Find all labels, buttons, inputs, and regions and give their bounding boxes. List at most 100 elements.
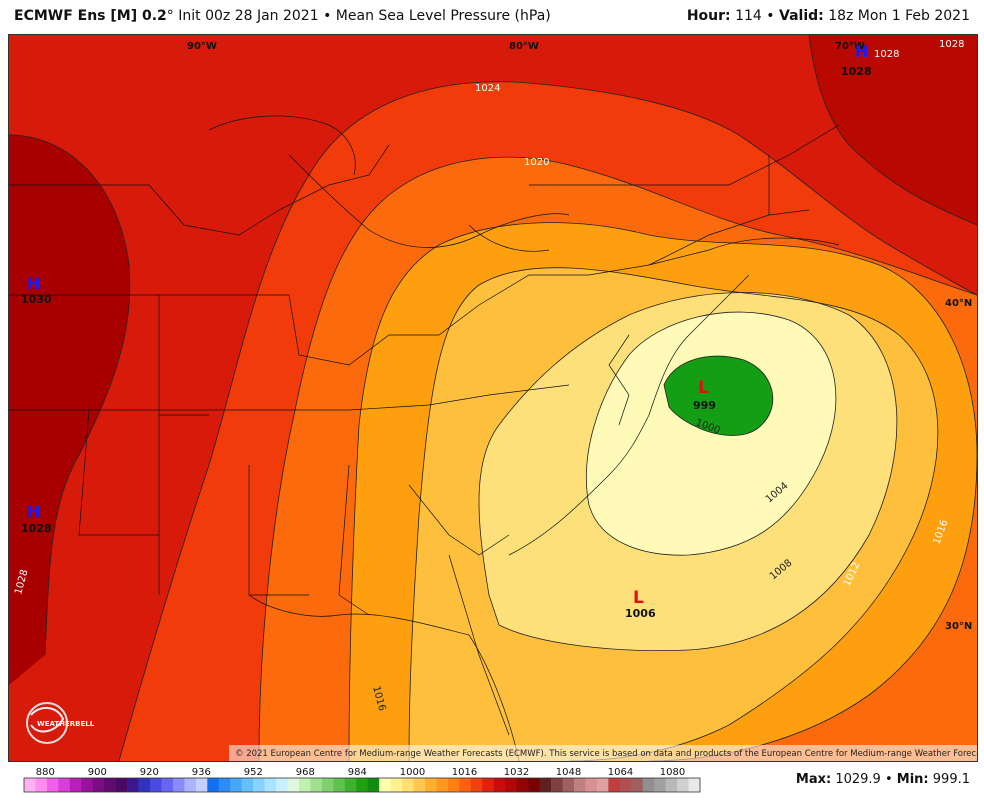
colorbar-swatch bbox=[184, 778, 197, 792]
colorbar-label: 880 bbox=[36, 767, 55, 778]
colorbar-swatch bbox=[493, 778, 506, 792]
header-bar: ECMWF Ens [M] 0.2° Init 00z 28 Jan 2021 … bbox=[0, 0, 984, 34]
colorbar-label: 1000 bbox=[400, 767, 425, 778]
band-gt1028-ne bbox=[809, 35, 977, 225]
colorbar-swatch bbox=[608, 778, 621, 792]
colorbar-swatch bbox=[459, 778, 472, 792]
colorbar-swatch bbox=[642, 778, 655, 792]
field-name: Mean Sea Level Pressure (hPa) bbox=[335, 8, 551, 24]
colorbar-swatch bbox=[619, 778, 632, 792]
logo-swirl-icon bbox=[26, 702, 68, 744]
colorbar-swatch bbox=[264, 778, 277, 792]
colorbar-label: 900 bbox=[88, 767, 107, 778]
colorbar-label: 920 bbox=[140, 767, 159, 778]
band-1000-1004 bbox=[586, 312, 836, 556]
colorbar-swatch bbox=[333, 778, 346, 792]
colorbar-swatch bbox=[367, 778, 380, 792]
colorbar-swatch bbox=[92, 778, 105, 792]
hour-value: 114 bbox=[735, 8, 762, 24]
colorbar-swatch bbox=[104, 778, 116, 792]
colorbar-swatch bbox=[551, 778, 563, 792]
colorbar-swatch bbox=[390, 778, 403, 792]
colorbar-swatch bbox=[631, 778, 644, 792]
geographic-borders bbox=[9, 115, 840, 761]
low-pressure-value: 1006 bbox=[625, 607, 656, 620]
colorbar-swatch bbox=[539, 778, 552, 792]
colorbar-swatch bbox=[596, 778, 609, 792]
colorbar-swatch bbox=[58, 778, 71, 792]
stats-sep: • bbox=[884, 772, 893, 787]
colorbar-swatch bbox=[81, 778, 94, 792]
colorbar-swatch bbox=[207, 778, 220, 792]
colorbar-label: 984 bbox=[348, 767, 367, 778]
colorbar-swatch bbox=[447, 778, 460, 792]
colorbar-swatch bbox=[413, 778, 426, 792]
max-label: Max: bbox=[795, 772, 832, 787]
low-pressure-value: 999 bbox=[693, 399, 716, 412]
high-pressure-symbol: H bbox=[855, 42, 868, 61]
model-name: ECMWF Ens [M] 0.2 bbox=[14, 8, 167, 24]
longitude-label: 70°W bbox=[835, 41, 865, 52]
pressure-colorbar: 880 900 920 936 952 968 984 1000 1016 1032 1048 106… bbox=[22, 764, 702, 804]
init-time: Init 00z 28 Jan 2021 bbox=[178, 8, 319, 24]
colorbar-label: 1080 bbox=[660, 767, 685, 778]
high-pressure-symbol: H bbox=[27, 502, 40, 521]
colorbar-swatch bbox=[528, 778, 540, 792]
colorbar-swatch bbox=[195, 778, 208, 792]
max-min-readout: Max: 1029.9 • Min: 999.1 bbox=[796, 772, 970, 787]
colorbar-label: 936 bbox=[192, 767, 211, 778]
longitude-label: 80°W bbox=[509, 41, 539, 52]
colorbar-swatch bbox=[230, 778, 242, 792]
isobar-lines bbox=[9, 35, 977, 761]
low-pressure-symbol: L bbox=[698, 378, 709, 398]
title-bullet: • bbox=[323, 8, 332, 24]
copyright-text: © 2021 European Centre for Medium-range … bbox=[235, 749, 977, 759]
title-bullet-2: • bbox=[766, 8, 775, 24]
colorbar-swatch bbox=[470, 778, 483, 792]
valid-label: Valid: bbox=[779, 8, 824, 24]
colorbar-swatch bbox=[425, 778, 437, 792]
colorbar-swatch bbox=[218, 778, 231, 792]
latitude-label: 30°N bbox=[945, 621, 972, 632]
min-value: 999.1 bbox=[932, 772, 970, 787]
colorbar-label: 1032 bbox=[504, 767, 529, 778]
colorbar-label: 1064 bbox=[608, 767, 633, 778]
colorbar-swatch bbox=[321, 778, 334, 792]
band-lt1000 bbox=[664, 356, 773, 436]
colorbar-swatch bbox=[24, 778, 36, 792]
longitude-label: 90°W bbox=[187, 41, 217, 52]
colorbar-swatch bbox=[69, 778, 82, 792]
longitude-labels: 90°W 80°W 70°W bbox=[187, 41, 865, 52]
contour-label: 1024 bbox=[475, 83, 500, 94]
colorbar-swatch bbox=[127, 778, 139, 792]
latitude-label: 40°N bbox=[945, 298, 972, 309]
map-title: ECMWF Ens [M] 0.2° Init 00z 28 Jan 2021 … bbox=[14, 8, 551, 24]
pressure-map[interactable]: 1024 1020 1028 1028 1028 1016 1016 1012 … bbox=[8, 34, 978, 762]
colorbar-swatch bbox=[688, 778, 701, 792]
colorbar-swatch bbox=[654, 778, 666, 792]
colorbar-swatch bbox=[573, 778, 586, 792]
colorbar-swatch bbox=[46, 778, 59, 792]
copyright-bg bbox=[229, 745, 977, 761]
colorbar-swatch bbox=[172, 778, 185, 792]
colorbar-swatch bbox=[241, 778, 254, 792]
colorbar-border bbox=[23, 777, 701, 793]
colorbar-swatch bbox=[298, 778, 311, 792]
valid-value: 18z Mon 1 Feb 2021 bbox=[828, 8, 970, 24]
colorbar-swatch bbox=[161, 778, 174, 792]
colorbar-swatch bbox=[115, 778, 128, 792]
latitude-labels: 40°N 30°N bbox=[945, 298, 972, 632]
colorbar-swatch bbox=[585, 778, 598, 792]
colorbar-swatch bbox=[276, 778, 288, 792]
high-pressure-value: 1028 bbox=[841, 65, 872, 78]
max-value: 1029.9 bbox=[835, 772, 881, 787]
logo-text: WEATHERBELL bbox=[37, 720, 95, 728]
hour-label: Hour: bbox=[686, 8, 731, 24]
colorbar-swatch bbox=[402, 778, 414, 792]
colorbar-swatch bbox=[138, 778, 151, 792]
high-pressure-value: 1028 bbox=[21, 522, 52, 535]
weatherbell-logo[interactable]: WEATHERBELL bbox=[26, 702, 95, 744]
colorbar-swatch bbox=[253, 778, 265, 792]
colorbar-swatch bbox=[665, 778, 678, 792]
colorbar-swatch bbox=[562, 778, 575, 792]
